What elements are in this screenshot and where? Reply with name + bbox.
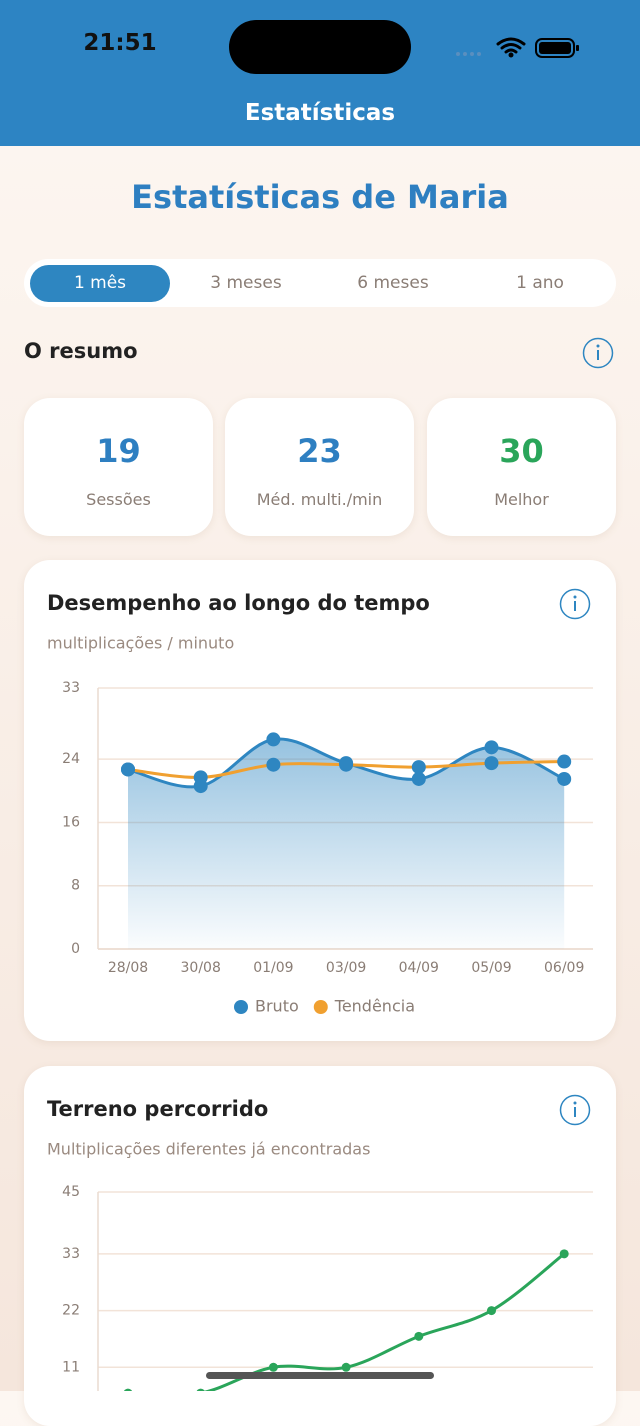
point bbox=[339, 757, 354, 772]
x-tick-label: 05/09 bbox=[471, 960, 511, 976]
tab[interactable]: 1 mês bbox=[30, 265, 170, 302]
x-tick-label: 28/08 bbox=[108, 960, 148, 976]
point bbox=[487, 1306, 496, 1316]
point bbox=[193, 770, 208, 785]
x-tick-label: 30/08 bbox=[181, 960, 221, 976]
y-tick-label: 8 bbox=[71, 878, 80, 894]
x-tick-label: 03/09 bbox=[326, 960, 366, 976]
stat-label: Melhor bbox=[494, 490, 549, 509]
status-time: 21:51 bbox=[83, 30, 157, 56]
chart-title: Terreno percorrido bbox=[47, 1097, 268, 1121]
stat-label: Sessões bbox=[86, 490, 151, 509]
stat-label: Méd. multi./min bbox=[256, 490, 383, 509]
point bbox=[266, 757, 281, 772]
dynamic-island bbox=[229, 20, 411, 74]
tab[interactable]: 1 ano bbox=[516, 273, 564, 293]
x-tick-label: 01/09 bbox=[253, 960, 293, 976]
chart-card bbox=[24, 1066, 616, 1426]
point bbox=[484, 756, 499, 771]
chart-subtitle: Multiplicações diferentes já encontradas bbox=[47, 1140, 370, 1159]
info-button[interactable] bbox=[559, 1094, 591, 1126]
point bbox=[557, 754, 572, 769]
stat-value: 30 bbox=[499, 432, 544, 470]
point bbox=[484, 740, 499, 755]
point bbox=[341, 1362, 351, 1372]
point bbox=[557, 771, 572, 786]
status-icons bbox=[456, 37, 579, 58]
page-title: Estatísticas de Maria bbox=[131, 178, 509, 216]
y-tick-label: 33 bbox=[62, 680, 80, 696]
y-tick-label: 16 bbox=[62, 814, 80, 830]
point bbox=[411, 771, 426, 786]
y-tick-label: 33 bbox=[62, 1246, 80, 1262]
app-screen: 21:51 Estatísticas Estatísticas de Maria… bbox=[0, 0, 640, 1391]
area-fill bbox=[128, 738, 565, 949]
y-tick-label: 45 bbox=[62, 1184, 80, 1200]
chart-subtitle: multiplicações / minuto bbox=[47, 634, 234, 653]
info-button[interactable] bbox=[559, 588, 591, 620]
point bbox=[559, 1249, 569, 1259]
point bbox=[414, 1331, 424, 1341]
nav-title: Estatísticas bbox=[244, 100, 396, 126]
point bbox=[411, 760, 426, 775]
legend-swatch bbox=[313, 1000, 328, 1014]
legend-label: Tendência bbox=[334, 997, 415, 1016]
x-tick-label: 06/09 bbox=[544, 960, 584, 976]
home-indicator bbox=[206, 1372, 434, 1379]
y-tick-label: 24 bbox=[62, 751, 80, 767]
summary-card: 30 Melhor bbox=[427, 398, 616, 536]
legend-label: Bruto bbox=[255, 997, 299, 1016]
tab[interactable]: 6 meses bbox=[357, 273, 429, 293]
y-tick-label: 11 bbox=[62, 1359, 80, 1375]
tab[interactable]: 3 meses bbox=[210, 273, 282, 293]
tab-bar: 1 mês 3 meses 6 meses 1 ano bbox=[24, 259, 616, 307]
stat-value: 23 bbox=[297, 432, 342, 470]
section-title: O resumo bbox=[24, 339, 138, 363]
y-tick-label: 22 bbox=[62, 1303, 80, 1319]
point bbox=[268, 1362, 278, 1372]
stat-value: 19 bbox=[96, 432, 141, 470]
y-tick-label: 0 bbox=[71, 941, 80, 957]
x-tick-label: 04/09 bbox=[399, 960, 439, 976]
point bbox=[124, 1388, 132, 1391]
info-button[interactable] bbox=[582, 337, 614, 369]
point bbox=[266, 732, 281, 747]
chart-title: Desempenho ao longo do tempo bbox=[47, 591, 430, 615]
point bbox=[121, 762, 135, 777]
summary-card: 23 Méd. multi./min bbox=[225, 398, 414, 536]
point bbox=[196, 1388, 205, 1391]
charts: Desempenho ao longo do tempo multiplicaçõ… bbox=[47, 588, 593, 1391]
legend-swatch bbox=[234, 1000, 248, 1014]
summary-card: 19 Sessões bbox=[24, 398, 213, 536]
